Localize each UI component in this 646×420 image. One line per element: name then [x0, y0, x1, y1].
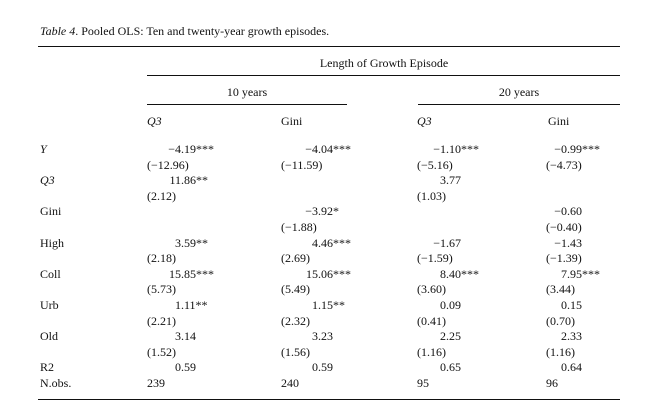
t-statistic-cell: (5.73) — [147, 282, 176, 297]
coefficient-cell: 1.15** — [312, 298, 345, 312]
t-statistic-cell: (−4.73) — [546, 157, 582, 172]
coefficient-cell: 2.33 — [561, 329, 582, 344]
stat-label: R2 — [40, 360, 55, 375]
t-statistic-cell: (0.70) — [546, 313, 575, 328]
col-header-gini-20: Gini — [548, 114, 570, 128]
t-statistic-cell: (−1.59) — [417, 251, 453, 266]
row-label: Urb — [40, 298, 59, 312]
stat-value: 239 — [147, 376, 165, 390]
coefficient-cell: −1.43 — [554, 235, 582, 250]
t-statistic-cell: (2.18) — [147, 251, 176, 266]
group-header-10-years: 10 years — [226, 85, 268, 99]
coefficient-cell: −0.60 — [554, 204, 582, 219]
spanner-rule — [147, 75, 620, 76]
t-statistic-cell: (2.12) — [147, 188, 176, 203]
row-label: Coll — [40, 266, 61, 281]
row-label: Q3 — [40, 173, 55, 188]
stat-value: 240 — [281, 376, 299, 390]
t-statistic-cell: (1.56) — [281, 344, 310, 359]
coefficient-cell: 15.85*** — [169, 266, 214, 281]
coefficient-cell: 1.11** — [175, 298, 208, 312]
t-statistic-cell: (2.32) — [281, 313, 310, 328]
stat-label: N.obs. — [40, 376, 72, 390]
coefficient-cell: 3.23 — [312, 329, 333, 344]
caption-text: . Pooled OLS: Ten and twenty-year growth… — [75, 24, 330, 38]
row-label: Gini — [40, 204, 62, 219]
t-statistic-cell: (1.16) — [546, 344, 575, 359]
coefficient-cell: −4.04*** — [305, 142, 351, 156]
t-statistic-cell: (3.44) — [546, 282, 575, 297]
col-header-gini-10: Gini — [281, 114, 303, 128]
coefficient-cell: 3.14 — [175, 329, 196, 344]
coefficient-cell: 11.86** — [169, 173, 208, 188]
coefficient-cell: 3.77 — [440, 173, 461, 188]
spanner-header: Length of Growth Episode — [319, 56, 449, 70]
table-caption: Table 4. Pooled OLS: Ten and twenty-year… — [40, 24, 329, 38]
group-rule-10 — [147, 104, 347, 105]
coefficient-cell: 3.59** — [175, 235, 208, 250]
coefficient-cell: 0.15 — [561, 298, 582, 312]
row-label: Y — [40, 142, 47, 156]
t-statistic-cell: (−5.16) — [417, 157, 453, 172]
coefficient-cell: −1.10*** — [433, 142, 479, 156]
coefficient-cell: −0.99*** — [554, 142, 600, 156]
stat-value: 0.64 — [561, 360, 582, 375]
coefficient-cell: −1.67 — [433, 235, 461, 250]
row-label: High — [40, 235, 64, 250]
t-statistic-cell: (1.16) — [417, 344, 446, 359]
stat-value: 0.65 — [440, 360, 461, 375]
group-header-20-years: 20 years — [498, 85, 540, 99]
t-statistic-cell: (1.52) — [147, 344, 176, 359]
caption-label: Table 4 — [40, 24, 76, 38]
stat-value: 96 — [546, 376, 558, 390]
coefficient-cell: −4.19*** — [168, 142, 214, 156]
coefficient-cell: 0.09 — [440, 298, 461, 312]
coefficient-cell: 4.46*** — [312, 235, 351, 250]
coefficient-cell: 8.40*** — [440, 266, 479, 281]
t-statistic-cell: (5.49) — [281, 282, 310, 297]
coefficient-cell: 15.06*** — [306, 266, 351, 281]
group-rule-20 — [418, 104, 620, 105]
t-statistic-cell: (−12.96) — [147, 157, 189, 172]
t-statistic-cell: (3.60) — [417, 282, 446, 297]
col-header-q3-20: Q3 — [417, 114, 432, 128]
row-label: Old — [40, 329, 58, 344]
t-statistic-cell: (2.21) — [147, 313, 176, 328]
top-rule — [38, 46, 620, 47]
t-statistic-cell: (−1.39) — [546, 251, 582, 266]
coefficient-cell: 7.95*** — [561, 266, 600, 281]
col-header-q3-10: Q3 — [147, 114, 162, 128]
t-statistic-cell: (−1.88) — [281, 220, 317, 234]
stat-value: 0.59 — [175, 360, 196, 375]
bottom-rule — [38, 399, 620, 400]
t-statistic-cell: (0.41) — [417, 313, 446, 328]
t-statistic-cell: (−0.40) — [546, 220, 582, 234]
t-statistic-cell: (2.69) — [281, 251, 310, 266]
coefficient-cell: 2.25 — [440, 329, 461, 344]
t-statistic-cell: (1.03) — [417, 188, 446, 203]
stat-value: 95 — [417, 376, 429, 390]
stat-value: 0.59 — [312, 360, 333, 375]
t-statistic-cell: (−11.59) — [281, 157, 323, 172]
coefficient-cell: −3.92* — [305, 204, 339, 219]
